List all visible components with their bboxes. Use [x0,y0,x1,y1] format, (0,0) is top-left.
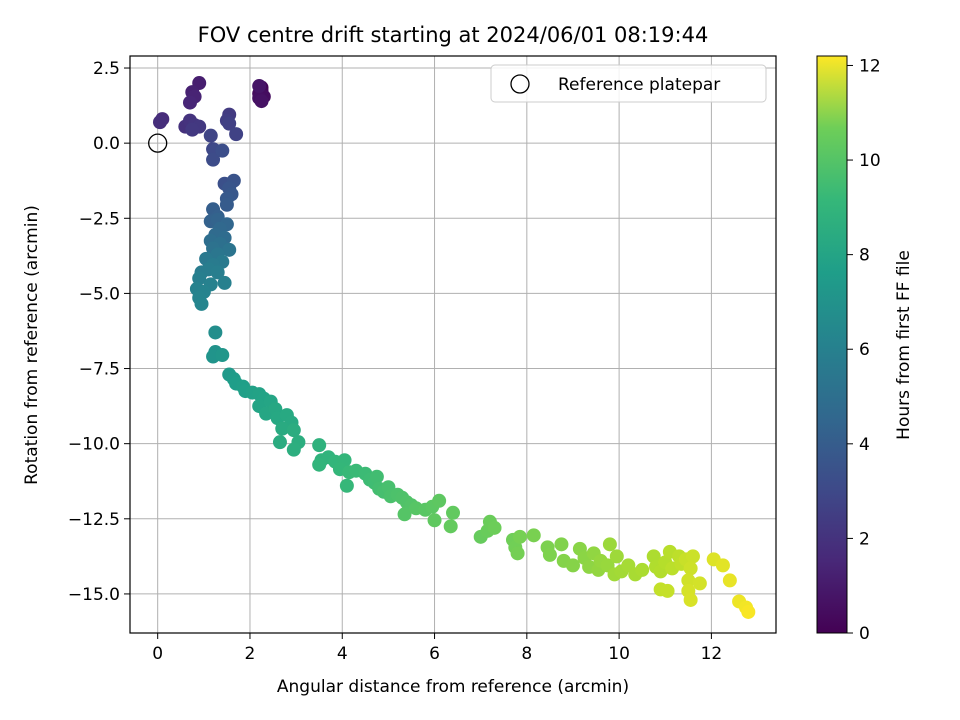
data-point [185,122,200,137]
reference-platepar-marker [148,133,168,153]
data-point [215,348,230,363]
x-tick-label: 4 [337,644,348,664]
colorbar-tick-label: 10 [859,151,881,171]
legend-entry-label: Reference platepar [558,75,720,95]
data-point [443,519,458,534]
data-point [312,438,327,453]
data-point [222,242,237,257]
x-axis-label: Angular distance from reference (arcmin) [277,677,629,697]
x-tick-label: 6 [429,644,440,664]
grid [130,56,776,633]
data-point [312,457,327,472]
y-tick-label: −7.5 [79,360,120,380]
colorbar-tick-label: 4 [859,435,870,455]
data-point [427,513,442,528]
data-point [722,573,737,588]
data-point [203,128,218,143]
data-point [286,423,301,438]
data-point [741,604,756,619]
colorbar-gradient [816,55,848,634]
colorbar-tick-label: 0 [859,624,870,644]
y-tick-label: 2.5 [93,59,120,79]
data-point [182,95,197,110]
data-point [397,507,412,522]
data-point [510,546,525,561]
plot-frame [129,55,777,634]
colorbar-ticks: 0 2 4 6 8 10 12 [847,56,881,644]
colorbar-tick-label: 12 [859,56,881,76]
data-point [217,275,232,290]
colorbar: 0 2 4 6 8 10 12 Hours from first FF file [816,55,914,644]
data-point [152,115,167,130]
data-point [210,265,225,280]
data-point [487,520,502,535]
data-point [512,529,527,544]
data-point [229,127,244,142]
colorbar-tick-label: 6 [859,340,870,360]
data-point [222,116,237,131]
x-tick-label: 8 [521,644,532,664]
colorbar-tick-label: 2 [859,529,870,549]
data-point [194,296,209,311]
data-point [286,442,301,457]
legend-open-circle-marker [510,74,530,94]
data-point [446,505,460,520]
legend: Reference platepar [490,64,767,103]
x-tick-label: 2 [245,644,256,664]
y-tick-label: −5.0 [79,284,120,304]
data-point [208,325,223,340]
data-point [609,549,624,564]
data-point [432,493,447,508]
reference-marker-layer [148,133,168,153]
data-point [526,528,541,543]
data-point [542,547,557,562]
data-point [369,469,384,484]
data-point [252,79,267,94]
data-point [683,561,698,576]
data-point [681,573,696,588]
data-point [635,562,650,577]
data-point [215,143,230,158]
y-tick-label: −15.0 [68,585,120,605]
y-tick-label: −2.5 [79,209,120,229]
data-point [272,435,287,450]
y-axis: 2.5 0.0 −2.5 −5.0 −7.5 −10.0 −12.5 −15.0 [68,59,130,605]
data-point [646,549,661,564]
data-point [192,271,207,286]
data-point [275,421,290,436]
data-point [206,152,221,167]
data-point [554,537,569,552]
data-point [565,558,580,573]
y-axis-label: Rotation from reference (arcmin) [22,205,42,485]
data-point [602,537,617,552]
y-tick-label: −10.0 [68,435,120,455]
x-tick-label: 0 [152,644,163,664]
data-point [339,478,354,493]
colorbar-tick-label: 8 [859,246,870,266]
chart-title: FOV centre drift starting at 2024/06/01 … [198,23,709,47]
data-point [692,576,707,591]
y-tick-label: −12.5 [68,510,120,530]
data-point [683,592,698,607]
data-point [219,197,234,212]
colorbar-label: Hours from first FF file [894,250,914,440]
scatter-points [152,76,756,619]
x-tick-label: 10 [608,644,630,664]
data-point [715,558,730,573]
y-tick-label: 0.0 [93,134,120,154]
legend-box [490,64,767,103]
x-axis: 0 2 4 6 8 10 12 [152,633,722,664]
data-point [685,549,700,564]
data-point [254,94,269,109]
x-tick-label: 12 [701,644,723,664]
data-point [660,583,675,598]
